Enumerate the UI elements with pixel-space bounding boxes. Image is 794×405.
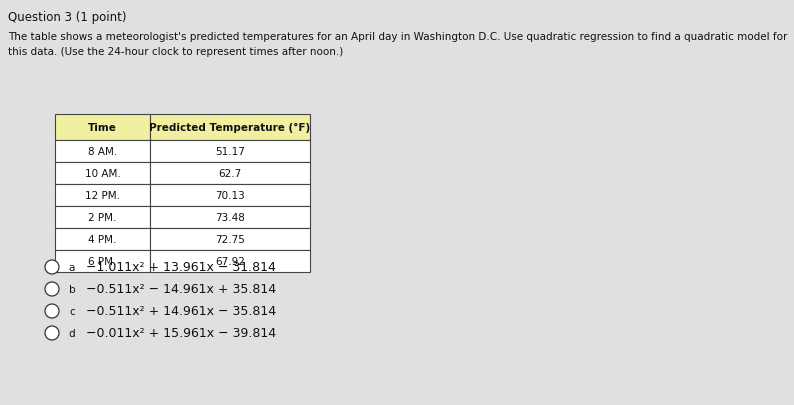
Circle shape [45, 304, 59, 318]
Bar [150, 115, 310, 141]
Text: this data. (Use the 24-hour clock to represent times after noon.): this data. (Use the 24-hour clock to rep… [8, 47, 343, 57]
Bar [55, 228, 150, 250]
Text: 67.92: 67.92 [215, 256, 245, 266]
Bar [150, 185, 310, 207]
Bar [55, 162, 150, 185]
Text: Question 3 (1 point): Question 3 (1 point) [8, 11, 126, 24]
Bar [150, 250, 310, 272]
Bar [55, 115, 150, 141]
Bar [55, 141, 150, 162]
Bar [55, 207, 150, 228]
Text: 70.13: 70.13 [215, 190, 245, 200]
Circle shape [45, 260, 59, 274]
Text: 73.48: 73.48 [215, 213, 245, 222]
Text: 6 PM.: 6 PM. [88, 256, 117, 266]
Text: b: b [69, 284, 75, 294]
Text: 4 PM.: 4 PM. [88, 234, 117, 244]
Text: d: d [69, 328, 75, 338]
Text: c: c [69, 306, 75, 316]
Text: a: a [69, 262, 75, 272]
Text: 62.7: 62.7 [218, 168, 241, 179]
Text: −0.511x² + 14.961x − 35.814: −0.511x² + 14.961x − 35.814 [86, 305, 276, 318]
Text: Time: Time [88, 123, 117, 133]
Text: 8 AM.: 8 AM. [88, 147, 118, 157]
Bar [150, 162, 310, 185]
Text: Predicted Temperature (°F): Predicted Temperature (°F) [149, 123, 310, 133]
Bar [55, 250, 150, 272]
Text: 51.17: 51.17 [215, 147, 245, 157]
Text: −1.011x² + 13.961x − 31.814: −1.011x² + 13.961x − 31.814 [86, 261, 276, 274]
Bar [55, 185, 150, 207]
Text: 72.75: 72.75 [215, 234, 245, 244]
Bar [150, 207, 310, 228]
Bar [150, 228, 310, 250]
Text: 10 AM.: 10 AM. [85, 168, 121, 179]
Circle shape [45, 282, 59, 296]
Text: −0.011x² + 15.961x − 39.814: −0.011x² + 15.961x − 39.814 [86, 327, 276, 340]
Circle shape [45, 326, 59, 340]
Bar [150, 141, 310, 162]
Text: 12 PM.: 12 PM. [85, 190, 120, 200]
Text: The table shows a meteorologist's predicted temperatures for an April day in Was: The table shows a meteorologist's predic… [8, 32, 788, 42]
Text: 2 PM.: 2 PM. [88, 213, 117, 222]
Text: −0.511x² − 14.961x + 35.814: −0.511x² − 14.961x + 35.814 [86, 283, 276, 296]
